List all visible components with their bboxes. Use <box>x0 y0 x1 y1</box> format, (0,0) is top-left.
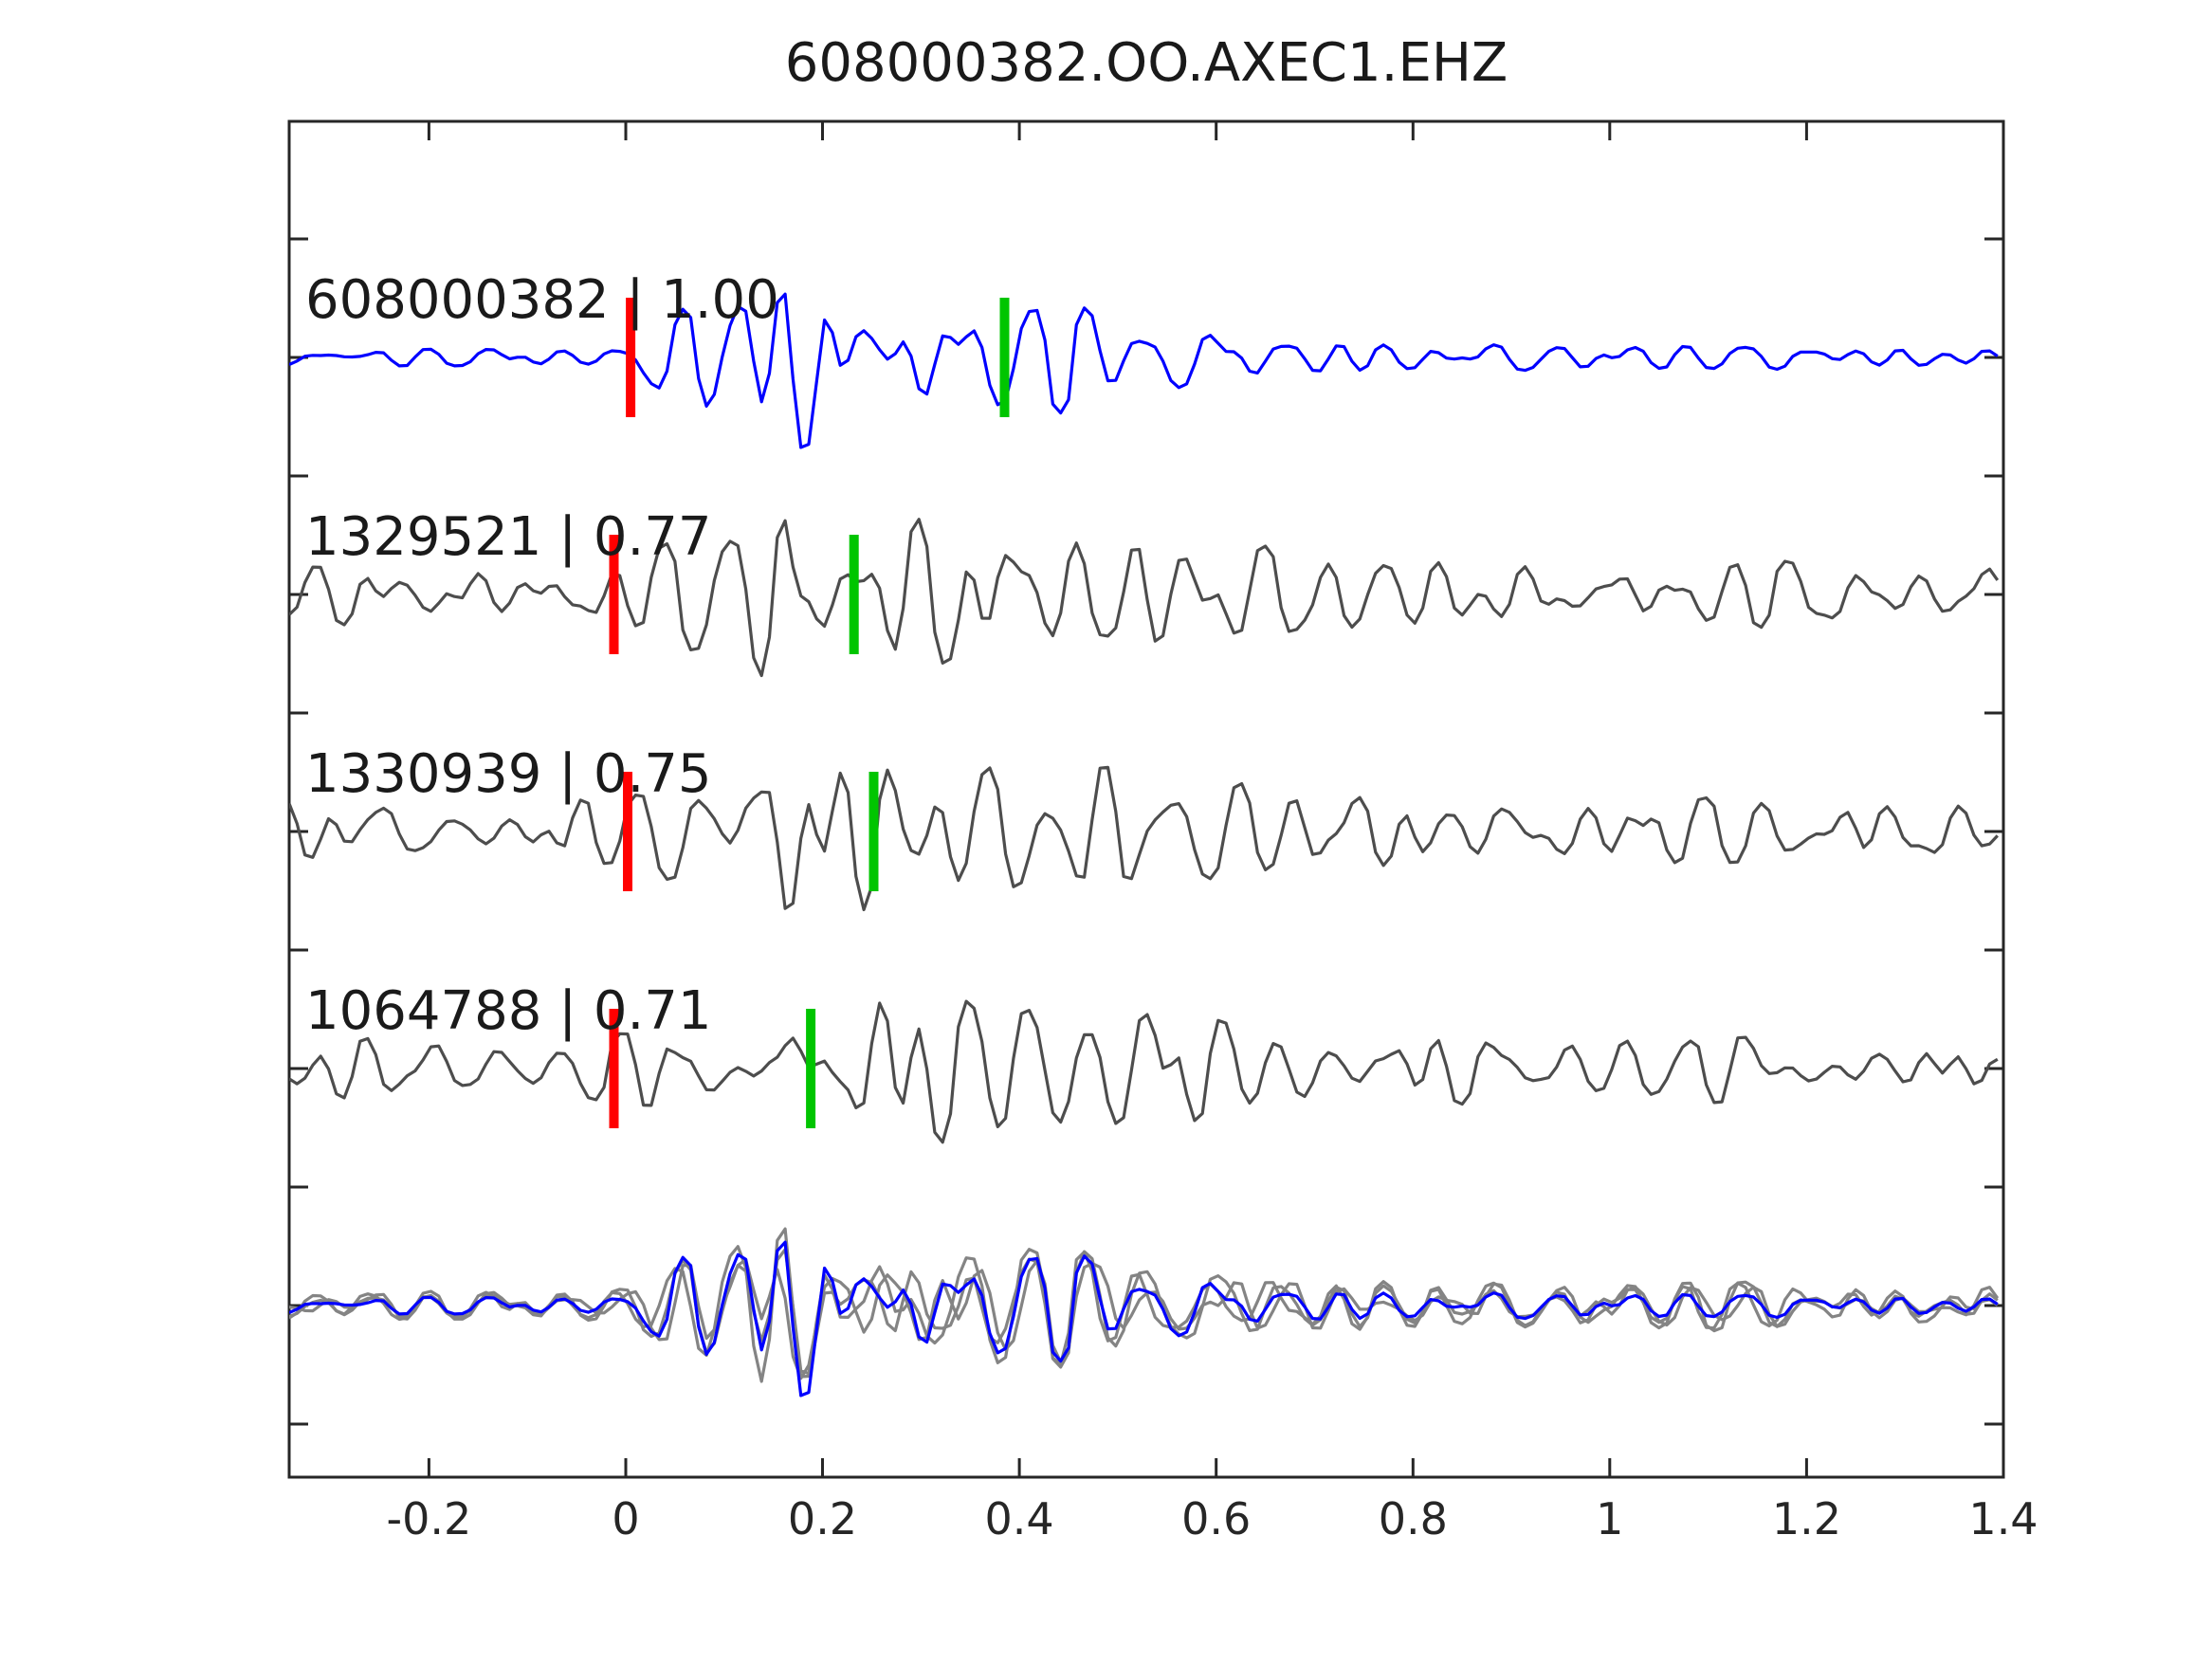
waveform-traces <box>289 292 2000 1398</box>
plot-border <box>287 119 2005 1479</box>
x-tick-label: 0.4 <box>985 1493 1054 1544</box>
green-pick-marker <box>849 535 859 654</box>
green-pick-marker <box>868 772 879 891</box>
trace-label: 1330939 | 0.75 <box>305 743 712 805</box>
overlay-gray-trace-2 <box>289 1248 1999 1376</box>
trace-label: 1329521 | 0.77 <box>305 506 712 568</box>
tick-marks <box>289 121 2005 1477</box>
detection-trace-1329521 <box>289 518 2000 678</box>
page-title: 608000382.OO.AXEC1.EHZ <box>785 32 1508 94</box>
x-tick-label: -0.2 <box>387 1493 472 1544</box>
green-pick-marker <box>806 1009 816 1128</box>
green-pick-marker <box>999 298 1010 417</box>
trace-label: 608000382 | 1.00 <box>305 269 779 331</box>
detection-trace-1064788 <box>289 999 1999 1144</box>
red-pick-marker <box>609 1009 619 1128</box>
overlay-template-trace <box>289 1240 1999 1398</box>
x-tick-label: 0.8 <box>1379 1493 1448 1544</box>
template-trace <box>289 292 1999 449</box>
x-tick-label: 1.4 <box>1968 1493 2038 1544</box>
red-pick-marker <box>609 535 619 654</box>
pick-markers <box>609 298 1010 1128</box>
x-tick-label: 1.2 <box>1772 1493 1841 1544</box>
overlay-gray-trace-0 <box>289 1227 2000 1383</box>
x-tick-label: 1 <box>1596 1493 1623 1544</box>
red-pick-marker <box>623 772 632 891</box>
trace-label: 1064788 | 0.71 <box>305 980 712 1042</box>
x-tick-label: 0.2 <box>788 1493 857 1544</box>
x-tick-label: 0.6 <box>1181 1493 1251 1544</box>
detection-trace-1330939 <box>289 765 1999 912</box>
red-pick-marker <box>626 298 636 417</box>
x-tick-label: 0 <box>612 1493 639 1544</box>
overlay-gray-trace-1 <box>289 1258 1999 1380</box>
